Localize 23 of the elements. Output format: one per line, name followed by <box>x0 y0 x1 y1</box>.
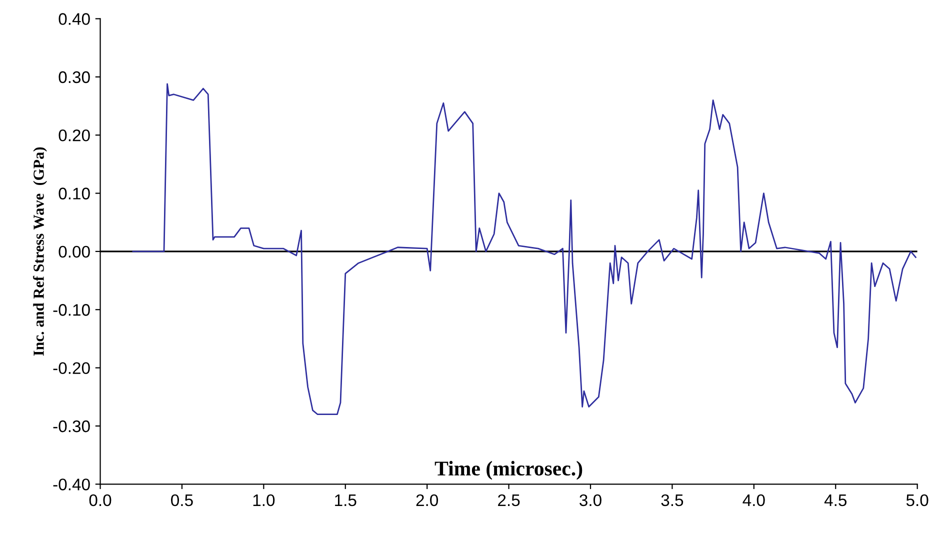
y-tick-label: 0.40 <box>58 13 90 25</box>
y-tick-label: -0.40 <box>53 478 90 490</box>
y-tick-label: -0.10 <box>53 304 90 316</box>
x-tick-label: 4.5 <box>824 494 847 506</box>
x-axis-title: Time (microsec.) <box>434 460 582 480</box>
x-tick-label: 3.5 <box>661 494 684 506</box>
y-tick-label: 0.00 <box>58 246 90 258</box>
y-tick-label: -0.20 <box>53 362 90 374</box>
y-tick-label: 0.10 <box>58 188 90 200</box>
x-tick-label: 5.0 <box>906 494 928 506</box>
y-tick-label: -0.30 <box>53 420 90 432</box>
x-tick-label: 1.5 <box>335 494 356 506</box>
x-tick-label: 2.0 <box>416 494 438 506</box>
x-tick-label: 4.0 <box>742 494 765 506</box>
y-tick-label: 0.20 <box>58 129 90 142</box>
x-tick-label: 2.5 <box>498 494 520 506</box>
x-tick-label: 1.0 <box>253 494 275 506</box>
line-series <box>132 83 916 416</box>
x-tick-label: 0.0 <box>89 494 112 506</box>
x-tick-label: 3.0 <box>580 494 602 506</box>
x-tick-label: 0.5 <box>171 494 193 506</box>
y-tick-label: 0.30 <box>58 71 90 84</box>
y-axis-title: Inc. and Ref Stress Wave (GPa) <box>32 147 47 356</box>
